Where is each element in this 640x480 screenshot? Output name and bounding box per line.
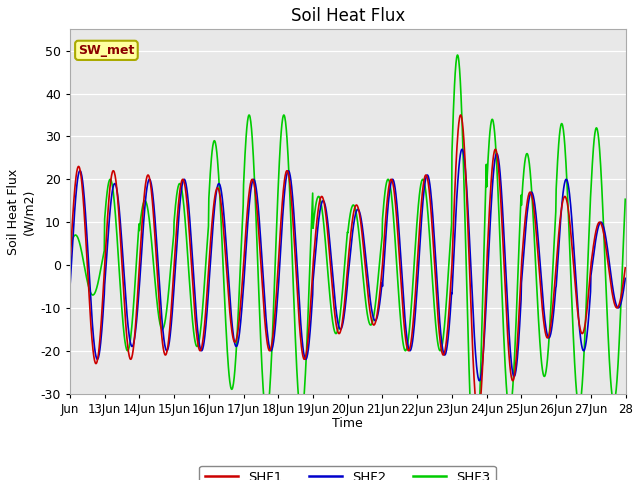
- Y-axis label: Soil Heat Flux
(W/m2): Soil Heat Flux (W/m2): [7, 168, 35, 254]
- SHF2: [66, 286, 74, 291]
- SHF3: [454, 52, 461, 58]
- SHF3: [323, 252, 330, 257]
- Title: Soil Heat Flux: Soil Heat Flux: [291, 7, 405, 25]
- SHF2: [479, 353, 487, 359]
- SHF1: [474, 412, 482, 418]
- SHF2: [323, 209, 330, 215]
- SHF2: [621, 276, 629, 281]
- Legend: SHF1, SHF2, SHF3: SHF1, SHF2, SHF3: [200, 466, 496, 480]
- Text: SW_met: SW_met: [78, 44, 134, 57]
- SHF3: [66, 246, 74, 252]
- SHF3: [615, 348, 623, 354]
- SHF1: [457, 112, 465, 118]
- SHF2: [615, 305, 623, 311]
- SHF1: [153, 262, 161, 268]
- SHF1: [479, 353, 487, 359]
- Line: SHF3: SHF3: [70, 55, 625, 475]
- SHF3: [479, 281, 487, 287]
- SHF3: [153, 297, 161, 302]
- Line: SHF2: SHF2: [70, 149, 625, 381]
- SHF2: [561, 180, 568, 186]
- SHF3: [621, 196, 629, 202]
- SHF3: [333, 330, 340, 336]
- SHF1: [333, 325, 340, 331]
- SHF1: [561, 194, 568, 200]
- SHF1: [615, 303, 623, 309]
- SHF2: [476, 378, 483, 384]
- SHF2: [333, 313, 340, 319]
- SHF1: [323, 217, 330, 223]
- X-axis label: Time: Time: [332, 417, 363, 430]
- Line: SHF1: SHF1: [70, 115, 625, 415]
- SHF3: [471, 472, 479, 478]
- SHF2: [153, 241, 161, 247]
- SHF1: [621, 265, 629, 271]
- SHF1: [66, 262, 74, 268]
- SHF2: [458, 146, 466, 152]
- SHF3: [561, 138, 568, 144]
